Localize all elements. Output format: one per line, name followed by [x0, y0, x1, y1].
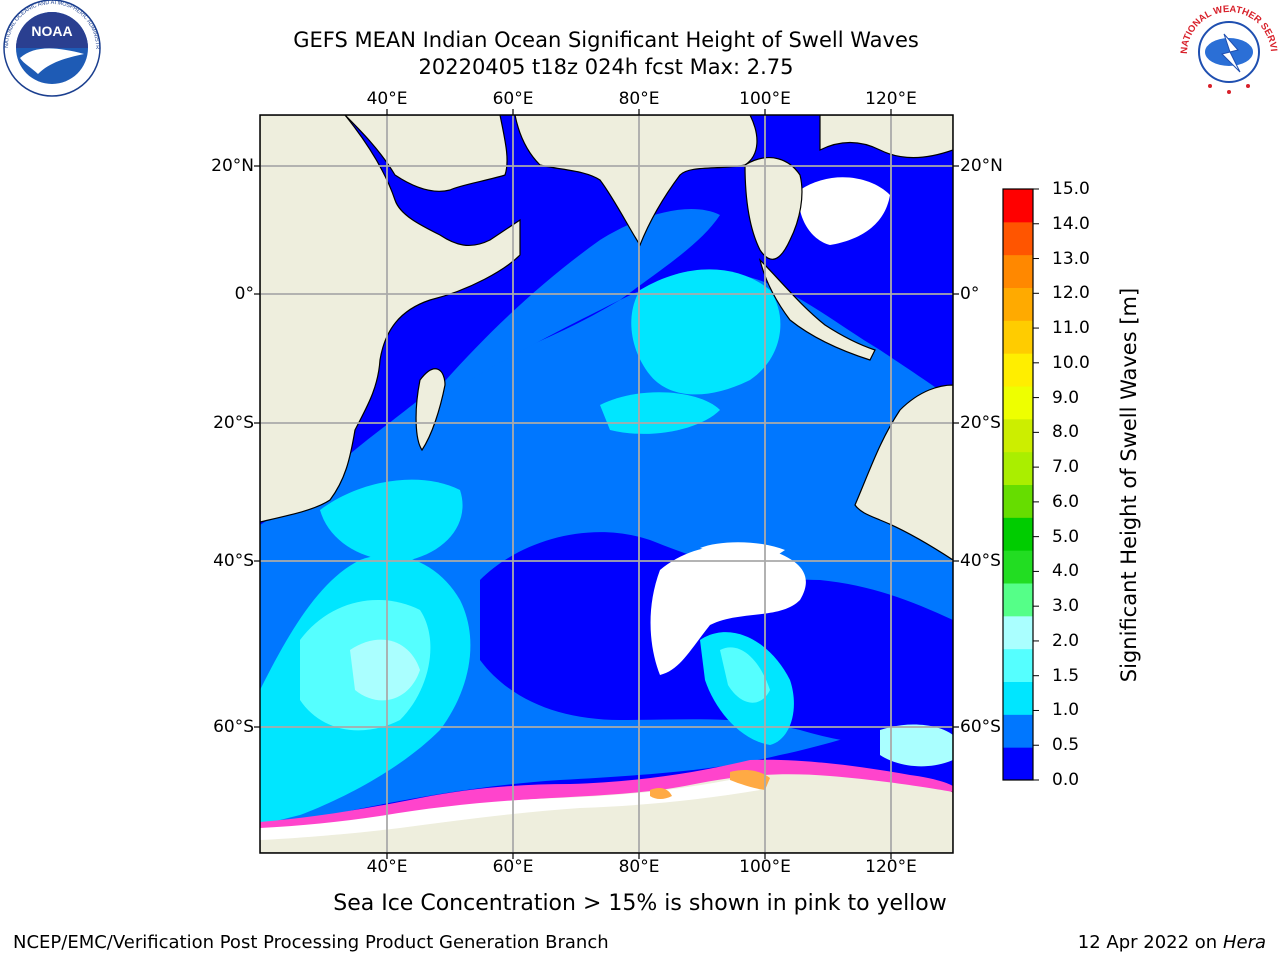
lat-label-right: 60°S [960, 717, 1001, 737]
chart-title: GEFS MEAN Indian Ocean Significant Heigh… [293, 28, 919, 52]
colorbar-swatch [1003, 254, 1033, 288]
swell-peak-east [880, 724, 953, 767]
land-sumatra [758, 258, 876, 361]
swell-band-arabian [420, 209, 720, 410]
colorbar-tick-label: 1.0 [1052, 700, 1080, 721]
colorbar-swatch [1003, 451, 1033, 485]
colorbar-tick-label: 7.0 [1052, 457, 1080, 478]
lat-label-left: 40°S [213, 551, 254, 571]
colorbar-title: Significant Height of Swell Waves [m] [1117, 287, 1141, 683]
lat-label-right: 0° [960, 284, 980, 304]
no-data-patch [650, 545, 806, 675]
colorbar-tick-label: 0.0 [1052, 770, 1080, 790]
swell-peak-sw [350, 639, 420, 701]
lat-label-left: 20°S [213, 413, 254, 433]
lon-label-top: 100°E [739, 89, 791, 109]
colorbar-tick-label: 6.0 [1052, 491, 1080, 512]
sea-ice-note: Sea Ice Concentration > 15% is shown in … [333, 891, 947, 916]
colorbar-tick-label: 1.5 [1052, 665, 1080, 686]
colorbar-swatch [1003, 189, 1033, 223]
lon-label-bottom: 60°E [492, 857, 534, 877]
land-africa-arabia [260, 115, 521, 523]
nws-logo: NATIONAL WEATHER SERVICE [1178, 0, 1279, 98]
colorbar-swatch [1003, 615, 1033, 650]
swell-band-central [631, 269, 781, 395]
colorbar-frame [1002, 188, 1034, 781]
colorbar-swatch [1003, 287, 1033, 321]
graticule [260, 115, 953, 853]
lon-label-top: 80°E [618, 89, 660, 109]
colorbar-swatch [1003, 583, 1033, 617]
colorbar-tick-label: 10.0 [1052, 352, 1090, 373]
colorbar-swatch [1003, 681, 1033, 715]
land-australia [854, 384, 953, 561]
colorbar-tick-label: 5.0 [1052, 526, 1080, 547]
colorbar-swatch [1003, 517, 1033, 551]
colorbar-swatch [1003, 386, 1033, 420]
lat-label-left: 0° [234, 284, 254, 304]
colorbar-tick-label: 13.0 [1052, 248, 1090, 269]
colorbar-tick-label: 12.0 [1052, 283, 1090, 304]
colorbar-tick-marks [1033, 188, 1039, 781]
swell-band-south [320, 479, 463, 561]
lat-label-right: 40°S [960, 551, 1001, 571]
no-data-asia [799, 177, 890, 245]
lat-label-left: 20°N [211, 156, 254, 176]
footer-host: Hera [1222, 932, 1266, 953]
lon-label-top: 60°E [492, 89, 534, 109]
colorbar-swatch [1003, 353, 1033, 387]
colorbar-swatch [1003, 648, 1033, 682]
colorbar-tick-label: 0.5 [1052, 735, 1080, 756]
colorbar-swatch [1003, 714, 1033, 748]
lon-label-bottom: 40°E [366, 857, 408, 877]
footer-date: 12 Apr 2022 on Hera [1077, 932, 1266, 953]
map-frame [259, 114, 954, 854]
noaa-logo: NOAA NATIONAL OCEANIC AND ATMOSPHERIC AD… [0, 0, 101, 97]
colorbar-tick-label: 15.0 [1052, 179, 1090, 199]
lon-label-top: 40°E [366, 89, 408, 109]
colorbar-tick-label: 14.0 [1052, 213, 1090, 234]
lon-label-bottom: 100°E [739, 857, 791, 877]
land-china [819, 115, 953, 159]
colorbar-swatch [1003, 221, 1033, 256]
colorbar-swatches [1003, 189, 1033, 781]
land-arabia [344, 115, 508, 192]
land-madagascar [415, 368, 446, 452]
colorbar-tick-label: 8.0 [1052, 422, 1080, 443]
colorbar-swatch [1003, 484, 1033, 518]
sea-ice-high [730, 770, 770, 790]
sea-ice-interior [260, 778, 760, 840]
colorbar-swatch [1003, 747, 1033, 781]
lat-label-right: 20°N [960, 156, 1003, 176]
tick-marks [254, 109, 959, 859]
colorbar-swatch [1003, 550, 1033, 584]
map-panel [260, 115, 953, 853]
noaa-logo-text: NOAA [31, 23, 72, 39]
lon-label-bottom: 80°E [618, 857, 660, 877]
colorbar-swatch [1003, 418, 1033, 453]
lon-label-bottom: 120°E [865, 857, 917, 877]
colorbar-tick-label: 3.0 [1052, 596, 1080, 617]
lat-label-right: 20°S [960, 413, 1001, 433]
lat-label-left: 60°S [213, 717, 254, 737]
colorbar-tick-label: 4.0 [1052, 561, 1080, 582]
land-indochina [744, 156, 803, 260]
colorbar-tick-label: 2.0 [1052, 630, 1080, 651]
colorbar-tick-label: 9.0 [1052, 387, 1080, 408]
lon-label-top: 120°E [865, 89, 917, 109]
chart-subtitle: 20220405 t18z 024h fcst Max: 2.75 [418, 55, 794, 79]
swell-band-se-inner [720, 647, 770, 703]
colorbar-tick-label: 11.0 [1052, 318, 1090, 339]
colorbar-swatch [1003, 320, 1033, 354]
footer-credit: NCEP/EMC/Verification Post Processing Pr… [13, 932, 609, 953]
